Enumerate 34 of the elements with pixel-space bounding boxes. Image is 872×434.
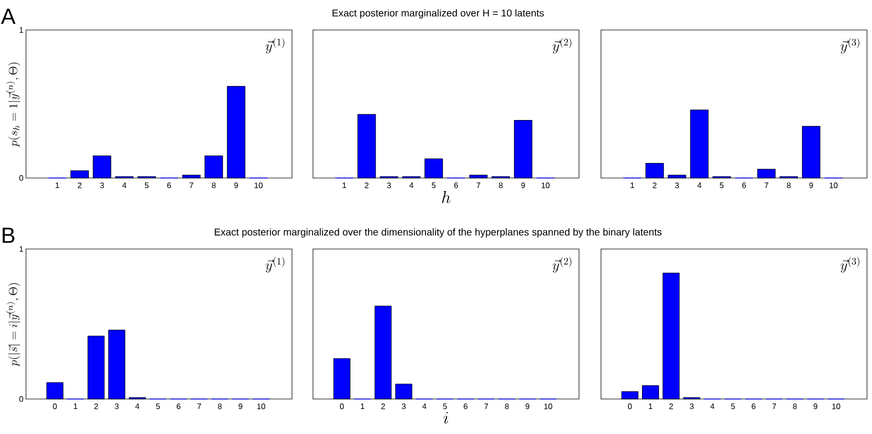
y-axis-title: $p(|\vec{s}| = i|\vec{y}^{(n)}, \Theta)$ [6,283,20,366]
bar [662,272,680,400]
y-axis-title: $p(s_h = 1|\vec{y}^{(n)}, \Theta)$ [6,62,20,147]
text: A [0,8,16,24]
bar [424,158,443,178]
chart-title: Exact posterior marginalized over H = 10 latents [332,9,544,18]
bar [226,86,246,178]
bar [469,174,488,178]
bar [70,170,89,178]
chart-title: Exact posterior marginalized over the dimensionality of the hyperplanes spanned by the binary latents [214,228,662,238]
annotation: $\vec{y}^{(2)}$ [552,257,572,273]
annotation: $\vec{y}^{(3)}$ [840,257,860,273]
bar [642,385,659,400]
bar [204,156,223,178]
annotation: $\vec{y}^{(3)}$ [840,38,860,54]
bar [182,174,201,178]
bar [46,382,64,400]
bar [802,126,820,178]
bar [357,114,376,178]
x-axis-title: $h$ [442,191,450,204]
bar [757,168,776,178]
annotation: $\vec{y}^{(1)}$ [266,257,284,273]
bar [690,110,709,178]
bar [668,174,686,178]
bar [108,330,126,400]
bar [88,336,105,400]
bar [514,120,532,178]
x-axis-title: $i$ [444,412,448,424]
bar [621,391,638,400]
text: B [2,228,14,243]
bar [645,162,664,178]
annotation: $\vec{y}^{(1)}$ [266,38,284,54]
annotation: $\vec{y}^{(2)}$ [552,38,572,54]
bar [92,156,112,178]
